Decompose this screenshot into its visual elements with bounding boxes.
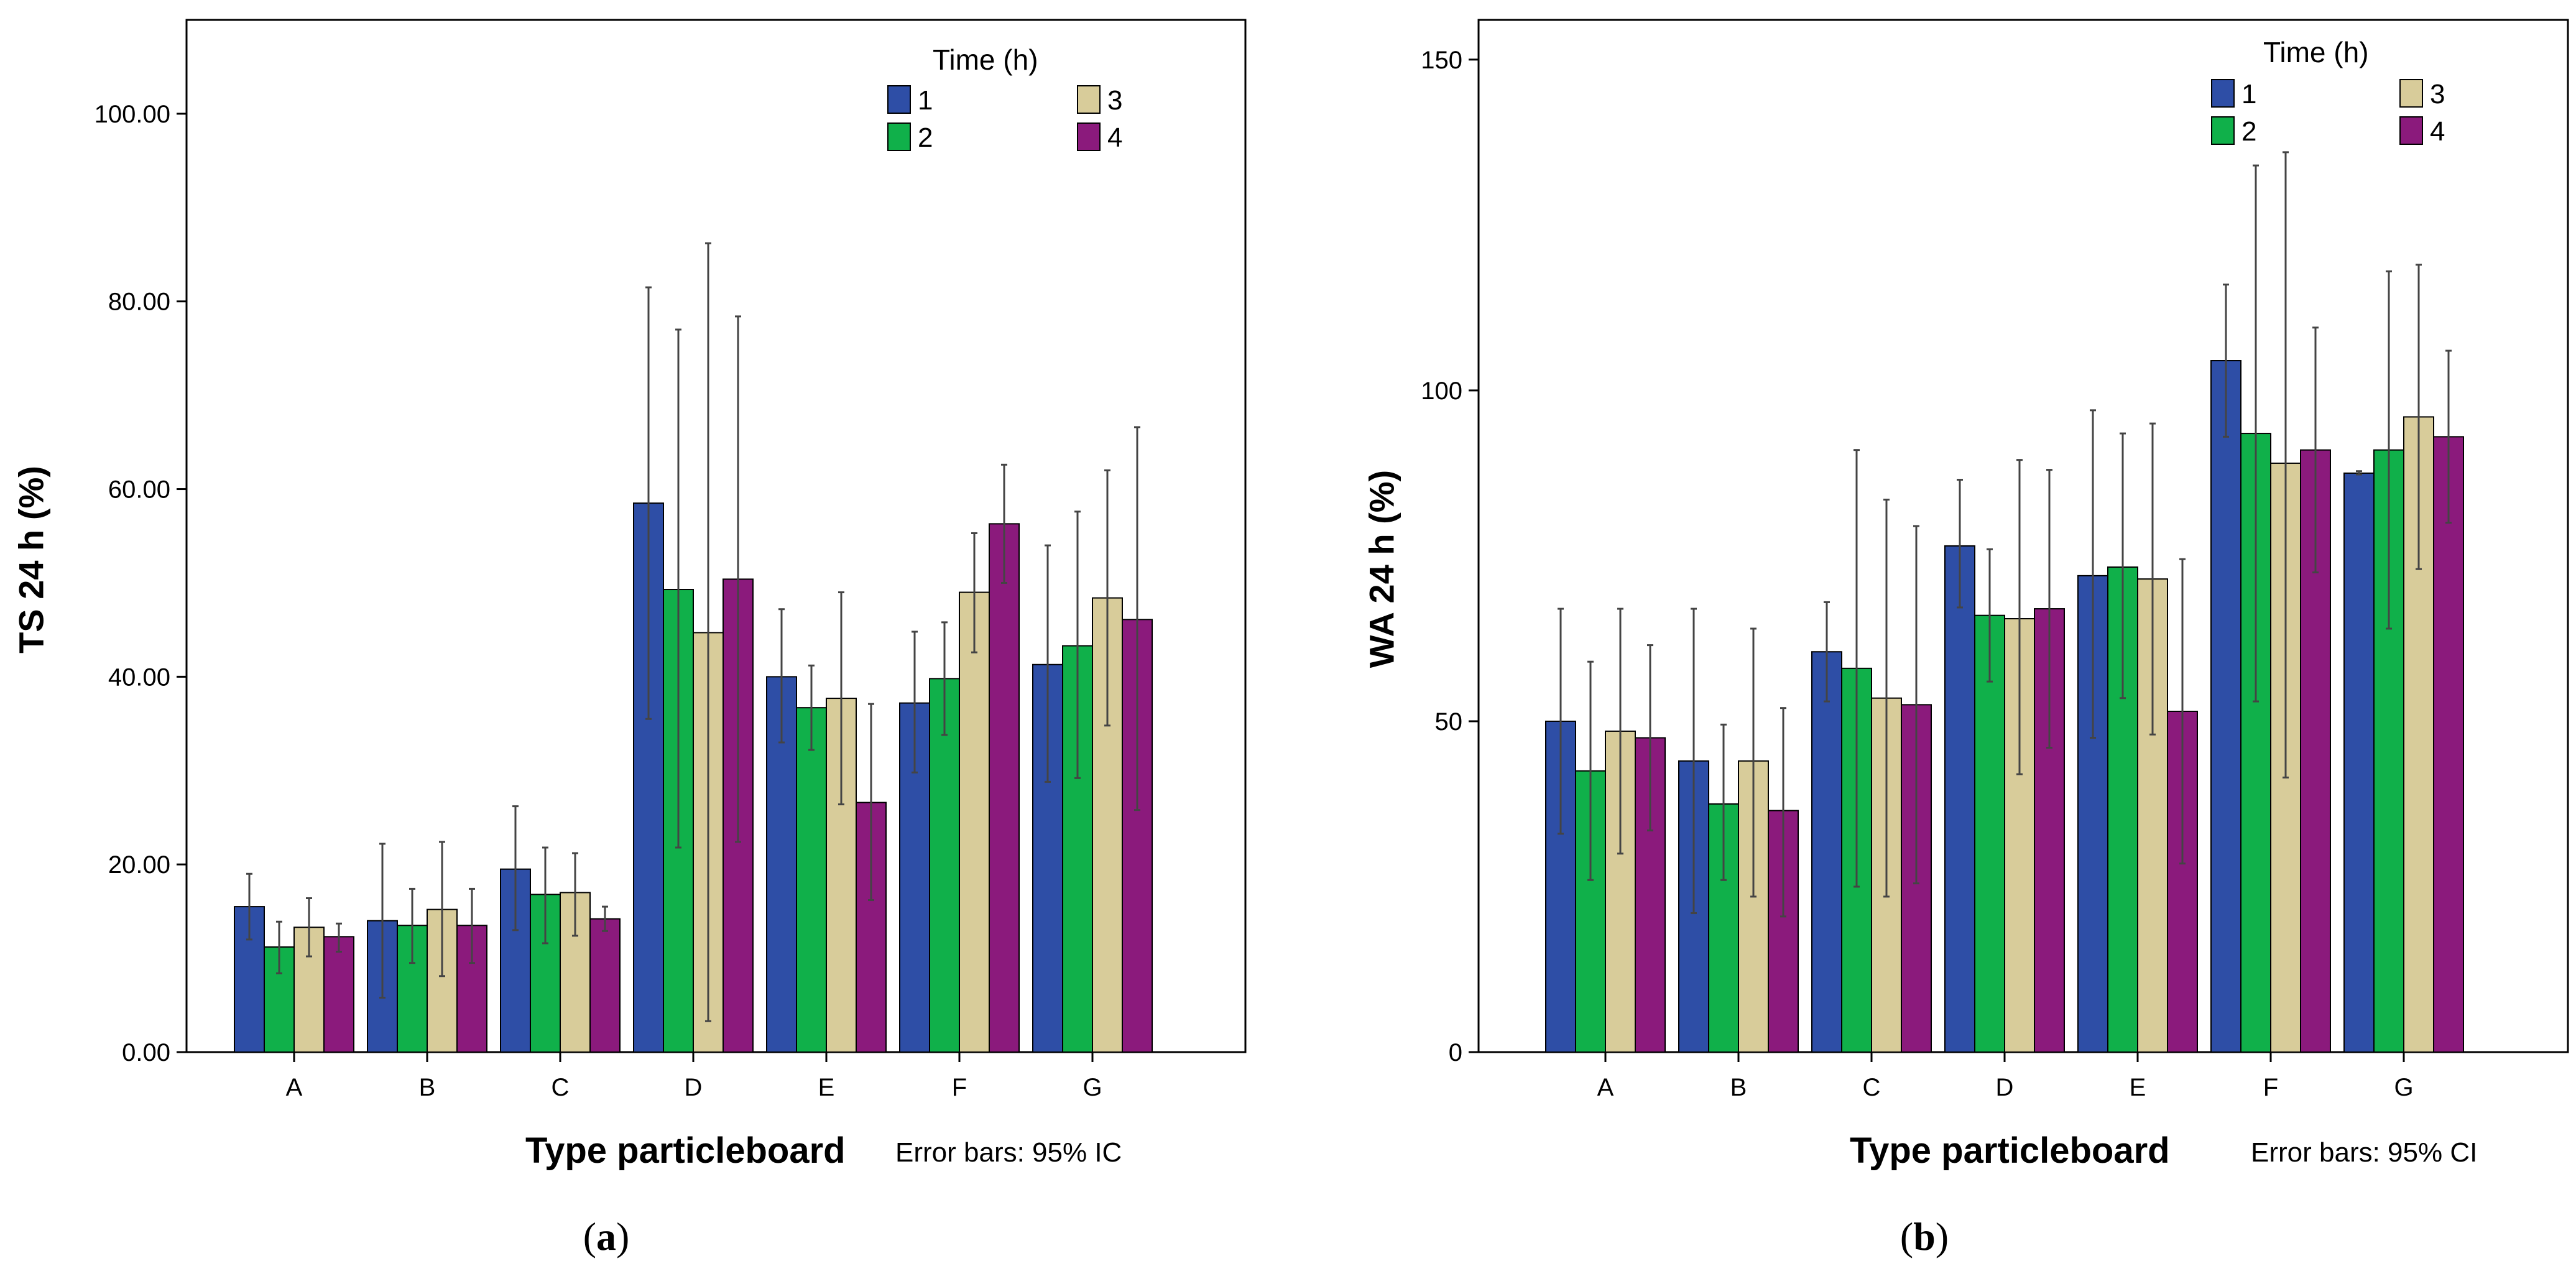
bar <box>959 591 990 1053</box>
x-tick-label: B <box>419 1074 436 1101</box>
x-tick-label: E <box>818 1074 835 1101</box>
legend-swatch-3 <box>1077 85 1101 114</box>
x-tick-label: F <box>952 1074 967 1101</box>
legend-label-3: 3 <box>2430 79 2445 109</box>
x-tick-label: A <box>1597 1074 1614 1101</box>
bar <box>1944 545 1975 1053</box>
legend-label-4: 4 <box>1107 122 1122 153</box>
legend-swatch-1 <box>2211 79 2235 108</box>
x-tick-label: G <box>2394 1074 2413 1101</box>
y-tick-label: 20.00 <box>108 851 170 879</box>
y-tick-label: 60.00 <box>108 476 170 504</box>
y-tick-label: 50 <box>1435 708 1463 736</box>
error-bars-note: Error bars: 95% CI <box>2251 1137 2477 1168</box>
bar <box>2433 436 2464 1053</box>
legend-title: Time (h) <box>2263 36 2369 68</box>
y-tick-label: 150 <box>1421 47 1462 74</box>
x-tick-label: D <box>685 1074 703 1101</box>
legend-label-1: 1 <box>2241 79 2256 109</box>
y-tick-label: 80.00 <box>108 289 170 316</box>
x-tick-label: B <box>1730 1074 1747 1101</box>
x-tick-label: G <box>1083 1074 1102 1101</box>
bar <box>427 908 458 1053</box>
legend-label-2: 2 <box>2241 116 2256 147</box>
x-tick-label: C <box>552 1074 570 1101</box>
panel-caption: (a) <box>583 1214 630 1259</box>
bar <box>2210 360 2241 1053</box>
legend-swatch-4 <box>2399 116 2423 145</box>
legend-label-3: 3 <box>1107 85 1122 116</box>
x-tick-label: F <box>2263 1074 2278 1101</box>
y-tick-label: 100.00 <box>95 101 170 128</box>
legend-swatch-3 <box>2399 79 2423 108</box>
legend-label-4: 4 <box>2430 116 2445 147</box>
legend-swatch-1 <box>887 85 911 114</box>
panel-a: 0.00 20.00 40.00 60.00 80.00 100.00 A B C D E F G TS … <box>12 19 1247 1259</box>
legend-swatch-2 <box>2211 116 2235 145</box>
x-tick-label: E <box>2130 1074 2146 1101</box>
y-tick-label: 40.00 <box>108 663 170 691</box>
x-tick-label: A <box>286 1074 303 1101</box>
x-tick-label: C <box>1863 1074 1881 1101</box>
legend-swatch-2 <box>887 122 911 151</box>
y-axis-label: WA 24 h (%) <box>1362 470 1401 668</box>
x-axis-label: Type particleboard <box>1850 1130 2170 1171</box>
bar <box>989 523 1020 1053</box>
bar <box>1811 651 1842 1053</box>
error-bars-note: Error bars: 95% IC <box>895 1137 1122 1168</box>
y-axis-label: TS 24 h (%) <box>12 466 51 654</box>
panel-b: 0 50 100 150 A B C D E F G WA 24 h (%) Type particle… <box>1362 19 2569 1259</box>
bar <box>2343 472 2375 1053</box>
panel-caption: (b) <box>1900 1214 1949 1259</box>
legend-swatch-4 <box>1077 122 1101 151</box>
y-tick-label: 100 <box>1421 377 1462 405</box>
y-tick-label: 0.00 <box>122 1039 170 1066</box>
legend-title: Time (h) <box>933 44 1038 76</box>
x-axis-label: Type particleboard <box>525 1130 846 1171</box>
x-tick-label: D <box>1996 1074 2014 1101</box>
bar <box>796 707 827 1053</box>
bar <box>323 936 354 1053</box>
y-tick-label: 0 <box>1449 1039 1462 1066</box>
bar <box>589 918 621 1053</box>
legend-label-1: 1 <box>918 85 933 116</box>
legend-label-2: 2 <box>918 122 933 153</box>
